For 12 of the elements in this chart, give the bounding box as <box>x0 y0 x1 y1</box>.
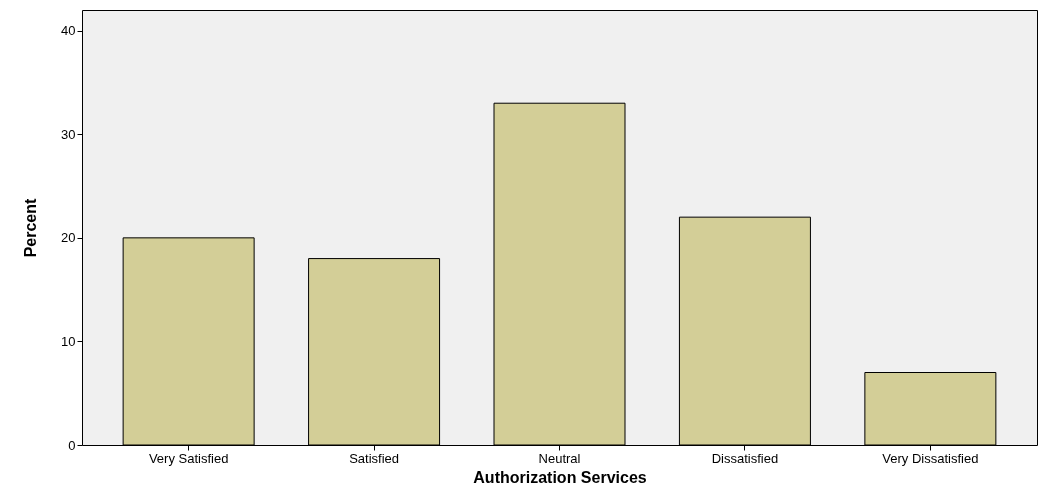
y-tick-label: 10 <box>61 333 76 349</box>
y-tick-label: 30 <box>61 126 76 142</box>
y-axis-title: Percent <box>22 197 40 258</box>
x-tick-label: Very Dissatisfied <box>882 450 979 466</box>
y-tick-label: 20 <box>61 230 76 246</box>
y-tick-label: 40 <box>61 23 76 39</box>
x-tick-label: Neutral <box>538 450 581 466</box>
x-tick-label: Very Satisfied <box>148 450 229 466</box>
x-tick-label: Dissatisfied <box>711 450 779 466</box>
y-tick-label: 0 <box>68 437 76 453</box>
x-tick-label: Satisfied <box>349 450 399 466</box>
x-axis-title: Authorization Services <box>473 468 647 486</box>
